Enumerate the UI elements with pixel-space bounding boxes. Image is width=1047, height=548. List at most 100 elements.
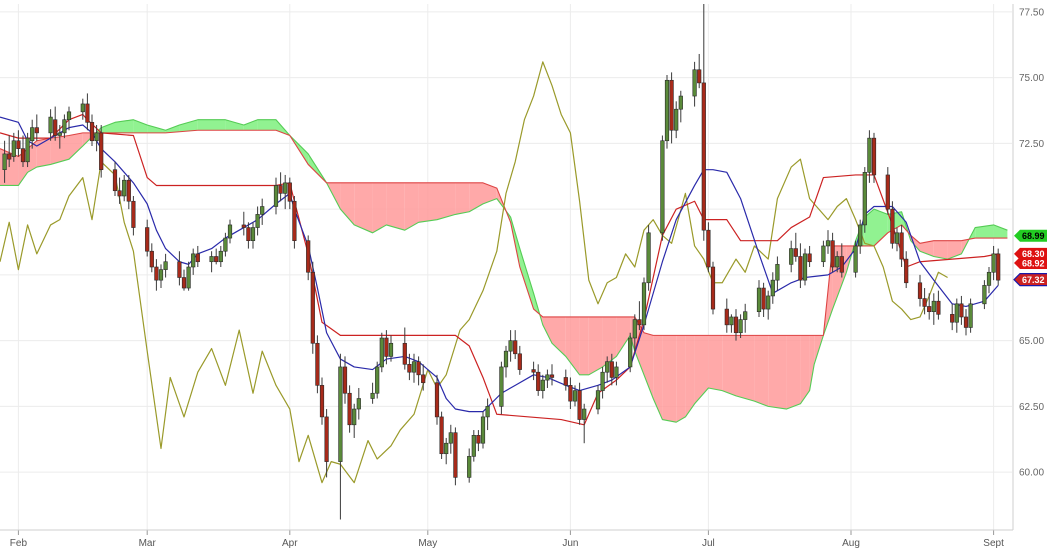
candle-up [632, 314, 637, 352]
cloud-bearish-segment [340, 182, 355, 225]
candle-down [407, 353, 412, 381]
cloud-bearish-segment [694, 335, 709, 404]
candle-body [352, 408, 357, 426]
x-tick-label: Feb [10, 538, 28, 548]
candle-up [48, 109, 53, 141]
candle-body [710, 266, 716, 310]
candle-body [16, 140, 21, 149]
candle-body [835, 256, 840, 268]
candle-up [218, 245, 223, 267]
y-tick-label: 77.50 [1019, 7, 1044, 18]
candle-body [117, 190, 122, 197]
cloud-bearish-segment [542, 316, 552, 344]
candle-up [375, 361, 380, 399]
candle-body [467, 456, 472, 478]
candle-body [609, 361, 614, 378]
candle-body [278, 185, 283, 194]
candle-body [545, 374, 550, 381]
candle-body [927, 306, 932, 313]
candle-down [563, 369, 568, 391]
candle-up [62, 114, 67, 139]
candle-down [807, 245, 812, 267]
cloud-bearish-segment [354, 182, 373, 233]
candle-down [324, 409, 329, 478]
candle-up [122, 174, 127, 202]
candle-up [444, 437, 449, 465]
y-tick-label: 72.50 [1019, 139, 1044, 150]
candle-up [600, 366, 605, 399]
cloud-bearish-segment [933, 240, 948, 260]
cloud-bullish-segment [147, 124, 166, 133]
candle-up [223, 232, 228, 257]
candle-body [706, 229, 711, 268]
candle-down [963, 309, 969, 336]
candle-down [145, 219, 150, 257]
candle-body [508, 340, 513, 352]
candle-body [53, 119, 58, 136]
cloud-bullish-segment [975, 224, 994, 239]
cloud-bullish-segment [115, 119, 134, 133]
kijun-sen-line [0, 113, 999, 426]
candle-body [85, 103, 90, 123]
candle-up [283, 174, 288, 210]
candle-body [191, 253, 196, 268]
candle-down [7, 135, 12, 168]
candle-up [2, 140, 7, 183]
candle-body [968, 303, 973, 328]
cloud-bearish-segment [386, 182, 405, 231]
last-value-badge: 68.92 [1014, 257, 1047, 270]
x-tick-label: Jul [702, 538, 715, 548]
candle-down [347, 385, 352, 433]
cloud-bearish-segment [685, 335, 695, 417]
candle-body [379, 337, 384, 368]
candle-body [986, 271, 992, 286]
candle-up [411, 353, 417, 383]
cloud-bearish-segment [653, 335, 663, 420]
candle-body [177, 261, 182, 278]
candle-up [605, 356, 610, 383]
candle-body [112, 169, 118, 192]
cloud-bearish-segment [418, 182, 437, 223]
candle-body [701, 82, 706, 231]
candle-body [292, 200, 297, 242]
x-tick-label: Mar [139, 538, 157, 548]
candle-down [315, 335, 320, 394]
candle-body [66, 111, 72, 121]
candle-up [480, 411, 486, 449]
candle-body [595, 390, 601, 410]
x-tick-label: Apr [282, 538, 298, 548]
candle-down [214, 248, 219, 265]
candle-down [839, 243, 844, 278]
cloud-bearish-segment [69, 132, 83, 160]
candle-body [674, 108, 679, 131]
candle-body [577, 390, 582, 420]
candle-body [982, 285, 987, 305]
candle-down [793, 232, 798, 262]
candle-down [246, 222, 251, 249]
candle-up [356, 387, 361, 420]
candle-up [260, 198, 265, 225]
candle-down [16, 130, 21, 157]
candle-down [241, 211, 246, 236]
candle-body [250, 227, 256, 242]
candle-down [439, 411, 444, 459]
candle-body [499, 366, 504, 407]
candle-up [660, 135, 665, 241]
candle-body [375, 366, 380, 394]
candle-up [775, 256, 780, 291]
candle-down [476, 430, 481, 452]
candle-down [697, 53, 702, 89]
candle-body [885, 174, 890, 210]
candle-up [766, 290, 771, 320]
candle-up [66, 106, 72, 131]
candle-body [517, 353, 522, 370]
candle-body [283, 182, 288, 194]
candle-down [798, 243, 803, 289]
candle-body [862, 172, 867, 226]
candle-down [549, 364, 555, 386]
candle-down [959, 295, 964, 325]
candle-body [954, 303, 959, 323]
candle-body [600, 371, 605, 391]
candle-body [246, 227, 251, 242]
candle-up [370, 382, 375, 404]
